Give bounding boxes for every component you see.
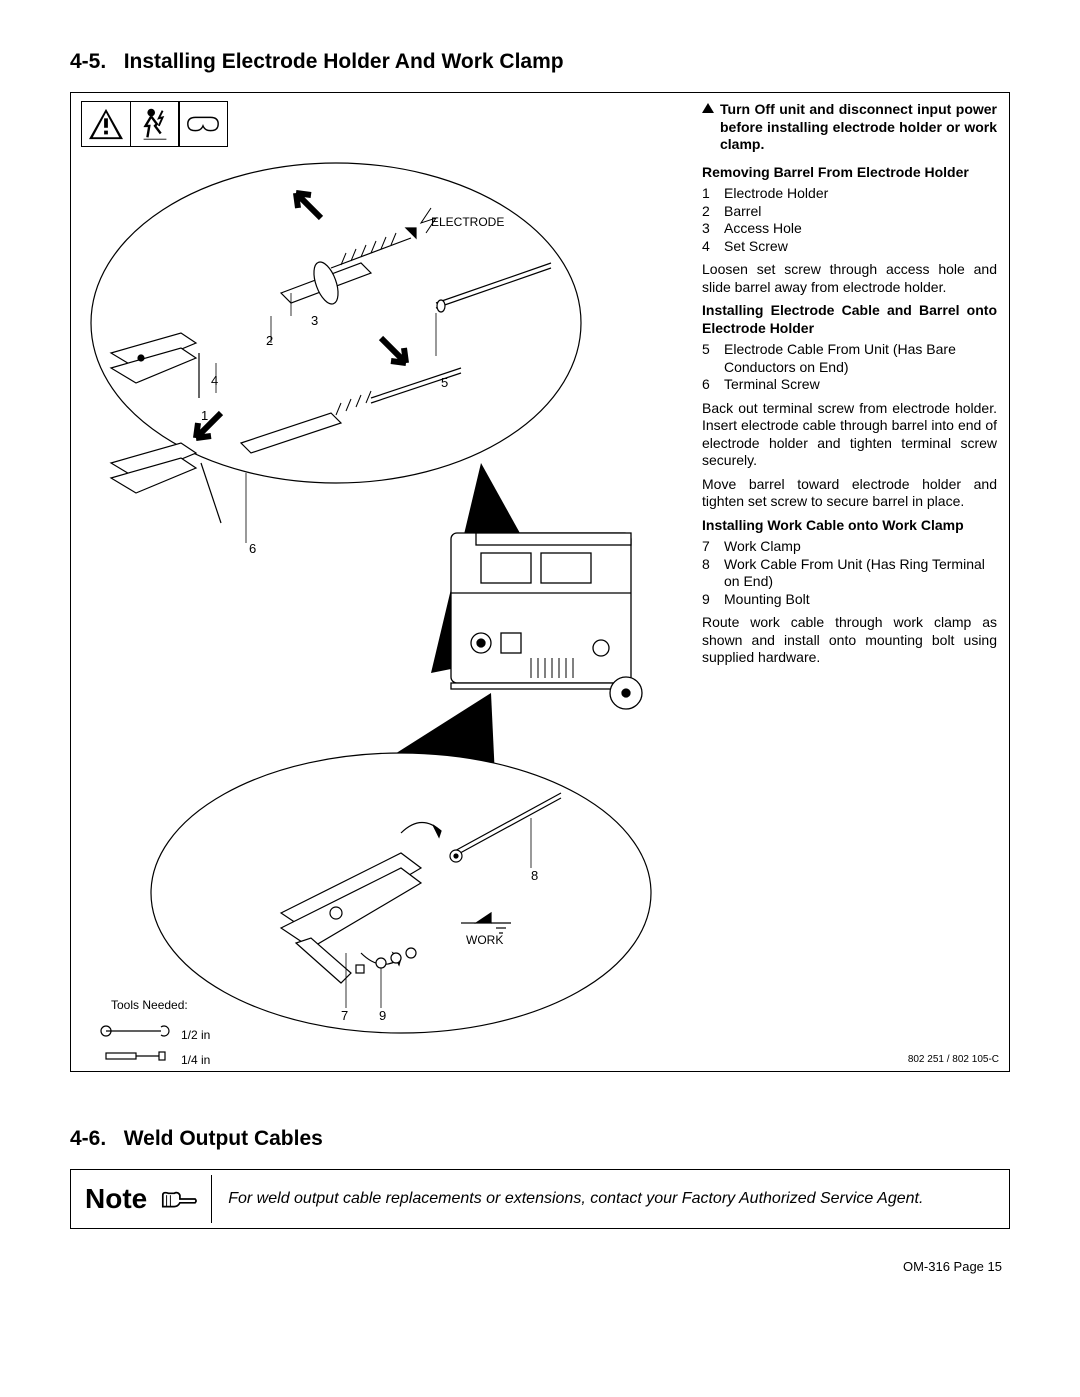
warning-triangle-icon [81,101,131,147]
note-text: For weld output cable replacements or ex… [212,1182,1009,1216]
note-box: Note For weld output cable replacements … [70,1169,1010,1229]
safety-warning: Turn Off unit and disconnect input power… [702,101,997,154]
section-number-2: 4-6. [70,1127,106,1150]
paragraph-1: Loosen set screw through access hole and… [702,261,997,296]
callout-6: 6 [249,541,256,556]
callout-4: 4 [211,373,218,388]
instruction-column: Turn Off unit and disconnect input power… [702,101,997,673]
paragraph-4: Route work cable through work clamp as s… [702,614,997,667]
callout-8: 8 [531,868,538,883]
warning-triangle-bullet-icon [702,103,714,113]
callout-7: 7 [341,1008,348,1023]
work-label: WORK [466,933,503,947]
section-title-text-2: Weld Output Cables [124,1127,323,1150]
subheading-1: Removing Barrel From Electrode Holder [702,164,997,182]
parts-list-1: 1Electrode Holder 2Barrel 3Access Hole 4… [702,185,997,255]
pointing-hand-icon [159,1185,197,1213]
callout-2: 2 [266,333,273,348]
callout-5: 5 [441,375,448,390]
callout-9: 9 [379,1008,386,1023]
callout-1: 1 [201,408,208,423]
subheading-2: Installing Electrode Cable and Barrel on… [702,302,997,337]
note-label-cell: Note [71,1175,212,1223]
paragraph-2: Back out terminal screw from electrode h… [702,400,997,470]
parts-list-3: 7Work Clamp 8Work Cable From Unit (Has R… [702,538,997,608]
subheading-3: Installing Work Cable onto Work Clamp [702,517,997,535]
section-number: 4-5. [70,50,106,73]
parts-list-2: 5Electrode Cable From Unit (Has Bare Con… [702,341,997,394]
tool-size-1: 1/2 in [181,1028,210,1042]
tool-size-2: 1/4 in [181,1053,210,1067]
page-footer: OM-316 Page 15 [70,1259,1010,1274]
section-4-5-title: 4-5. Installing Electrode Holder And Wor… [70,50,1010,74]
callout-3: 3 [311,313,318,328]
tools-needed-label: Tools Needed: [111,998,188,1012]
electrode-label: ELECTRODE [431,215,504,229]
safety-warning-text: Turn Off unit and disconnect input power… [720,101,997,152]
note-label: Note [85,1183,147,1215]
figure-reference: 802 251 / 802 105-C [908,1054,999,1065]
paragraph-3: Move barrel toward electrode holder and … [702,476,997,511]
section-title-text: Installing Electrode Holder And Work Cla… [124,50,564,73]
safety-goggles-icon [178,101,228,147]
figure-box: Turn Off unit and disconnect input power… [70,92,1010,1072]
section-4-6-title: 4-6. Weld Output Cables [70,1127,1010,1151]
technical-diagram: ELECTRODE WORK Tools Needed: 1/2 in 1/4 … [81,153,681,1053]
electric-shock-icon [130,101,180,147]
warning-icon-row [81,101,227,147]
